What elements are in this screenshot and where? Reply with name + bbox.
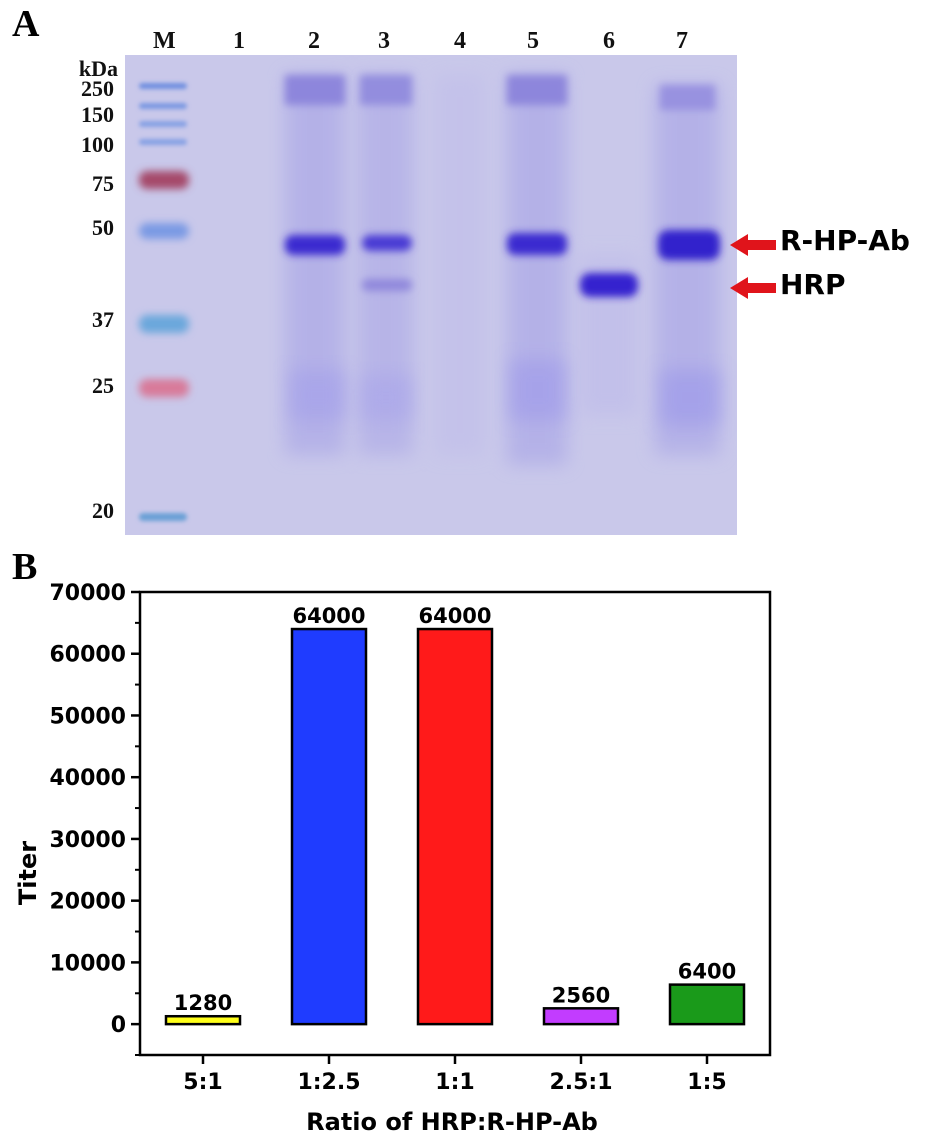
- x-tick-label: 1:5: [687, 1070, 726, 1095]
- y-tick-label: 60000: [49, 643, 126, 668]
- x-tick-label: 1:1: [435, 1070, 474, 1095]
- unit-label-kda: kDa: [78, 56, 118, 81]
- bar-3: [542, 1007, 620, 1026]
- bar-2: [416, 627, 494, 1026]
- x-tick-label: 1:2.5: [297, 1070, 360, 1095]
- lane-label-5: 5: [527, 28, 539, 54]
- r-hp-ab-label: R-HP-Ab: [780, 224, 910, 257]
- y-ticks: 0 10000 20000 30000 40000 50000 60000 70000: [49, 581, 140, 1056]
- gel-image: [125, 55, 737, 535]
- hrp-label: HRP: [780, 268, 846, 301]
- lane-label-2: 2: [308, 28, 320, 54]
- gel-background: [125, 55, 737, 535]
- bar-4: [668, 983, 746, 1026]
- marker-label-250: 250: [81, 76, 114, 101]
- lane-label-7: 7: [676, 28, 688, 54]
- marker-label-150: 150: [81, 102, 114, 127]
- lane-label-3: 3: [378, 28, 390, 54]
- bars: [164, 627, 746, 1026]
- hrp-bands: [362, 273, 638, 297]
- bar-1: [290, 627, 368, 1026]
- marker-label-25: 25: [92, 373, 114, 398]
- lane-label-marker: M: [153, 28, 176, 54]
- x-axis-title: Ratio of HRP:R-HP-Ab: [306, 1108, 598, 1136]
- bar-value-label: 1280: [174, 991, 232, 1015]
- titer-bar-chart: 0 10000 20000 30000 40000 50000 60000 70000 128…: [14, 581, 772, 1136]
- marker-label-20: 20: [92, 498, 114, 523]
- y-tick-label: 70000: [49, 581, 126, 606]
- bar-value-label: 2560: [552, 983, 610, 1007]
- y-tick-label: 50000: [49, 704, 126, 729]
- r-hp-ab-bands: [285, 230, 720, 260]
- bar-value-label: 64000: [292, 604, 365, 628]
- r-hp-ab-arrow: [730, 234, 776, 256]
- hrp-arrow: [730, 277, 776, 299]
- x-tick-label: 2.5:1: [549, 1070, 612, 1095]
- bar-value-label: 6400: [678, 960, 736, 984]
- panel-b-letter: B: [12, 546, 38, 588]
- low-mw-smears: [290, 360, 720, 425]
- lane-label-1: 1: [233, 28, 245, 54]
- r-hp-ab-arrow-shape: [730, 234, 776, 256]
- y-axis-title: Titer: [14, 841, 42, 905]
- marker-label-50: 50: [92, 215, 114, 240]
- marker-ladder: [139, 83, 189, 521]
- y-tick-label: 20000: [49, 890, 126, 915]
- lane-label-6: 6: [603, 28, 615, 54]
- marker-label-100: 100: [81, 132, 114, 157]
- well-tops: [285, 75, 715, 110]
- marker-label-37: 37: [92, 307, 114, 332]
- bar-value-labels: 1280 64000 64000 2560 6400: [174, 604, 736, 1015]
- bar-value-label: 64000: [418, 604, 491, 628]
- x-tick-labels: 5:1 1:2.5 1:1 2.5:1 1:5: [183, 1055, 727, 1095]
- panel-a-letter: A: [12, 3, 40, 45]
- y-tick-label: 40000: [49, 766, 126, 791]
- y-tick-label: 0: [111, 1013, 126, 1038]
- lane-label-4: 4: [454, 28, 466, 54]
- x-tick-label: 5:1: [183, 1070, 222, 1095]
- marker-label-75: 75: [92, 171, 114, 196]
- y-tick-label: 30000: [49, 828, 126, 853]
- hrp-arrow-shape: [730, 277, 776, 299]
- bar-0: [164, 1014, 242, 1026]
- y-tick-label: 10000: [49, 951, 126, 976]
